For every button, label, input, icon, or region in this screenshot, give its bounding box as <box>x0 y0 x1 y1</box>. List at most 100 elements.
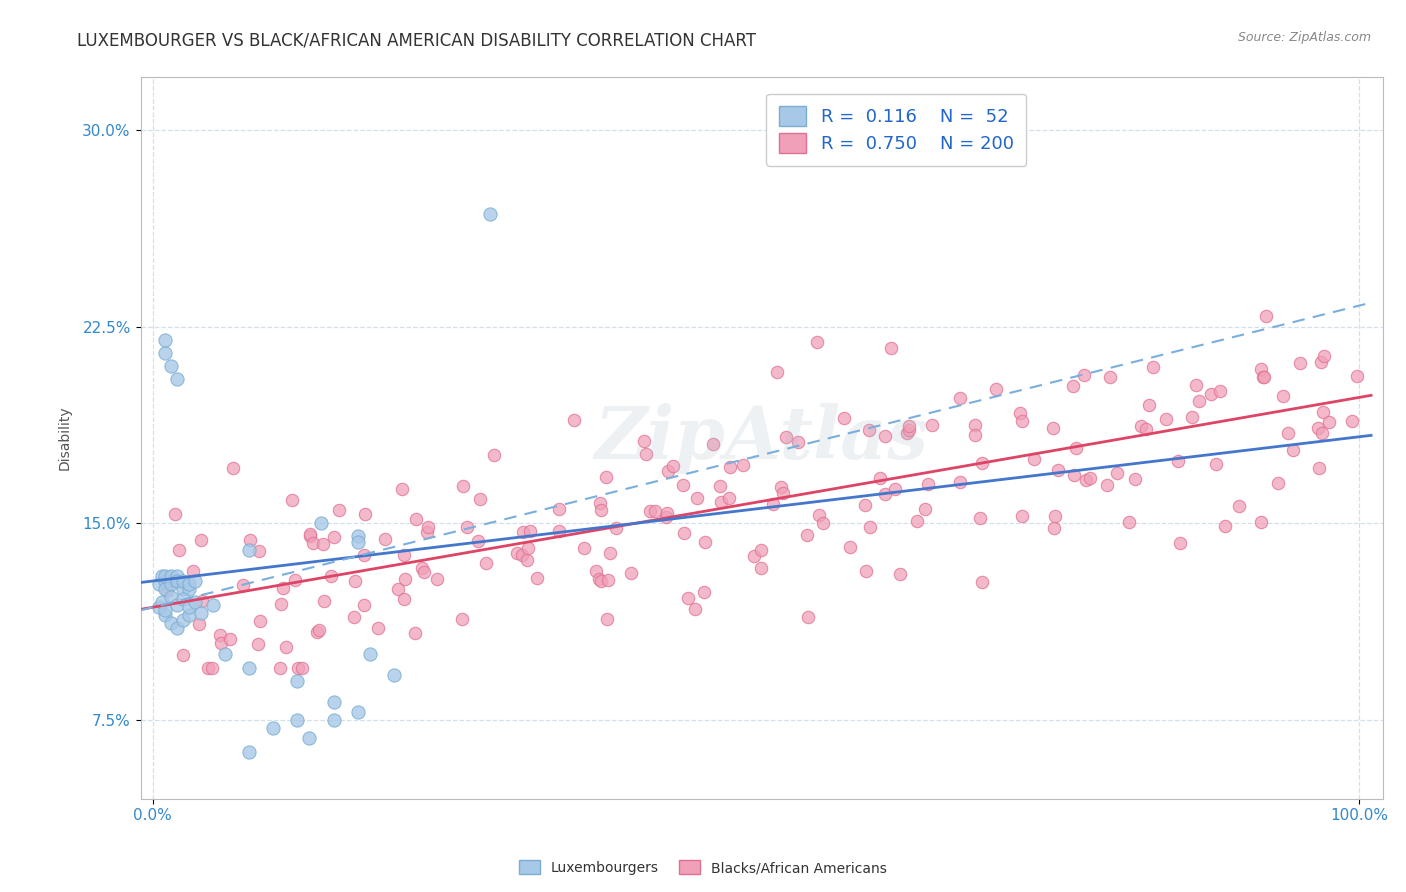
Point <box>322 713 344 727</box>
Point <box>1188 393 1211 408</box>
Point <box>312 537 335 551</box>
Y-axis label: Disability: Disability <box>58 406 72 470</box>
Point <box>247 544 270 558</box>
Point <box>172 574 194 588</box>
Point <box>308 624 330 638</box>
Point <box>426 573 449 587</box>
Point <box>1022 452 1045 467</box>
Point <box>359 648 381 662</box>
Point <box>572 541 595 555</box>
Point <box>1346 369 1368 384</box>
Point <box>190 593 212 607</box>
Point <box>1227 500 1250 514</box>
Point <box>159 576 181 591</box>
Point <box>1078 471 1101 485</box>
Point <box>1277 426 1299 441</box>
Point <box>683 601 706 615</box>
Point <box>165 508 187 522</box>
Point <box>184 574 207 588</box>
Point <box>239 533 262 548</box>
Point <box>382 668 405 682</box>
Point <box>1213 519 1236 533</box>
Point <box>897 423 920 437</box>
Legend: Luxembourgers, Blacks/African Americans: Luxembourgers, Blacks/African Americans <box>513 855 893 880</box>
Point <box>813 516 835 530</box>
Point <box>482 449 505 463</box>
Point <box>766 365 789 379</box>
Point <box>190 606 212 620</box>
Point <box>343 609 366 624</box>
Point <box>786 434 808 449</box>
Legend: R =  0.116    N =  52, R =  0.750    N = 200: R = 0.116 N = 52, R = 0.750 N = 200 <box>766 94 1026 166</box>
Point <box>517 541 540 556</box>
Point <box>1251 369 1274 384</box>
Point <box>148 576 170 591</box>
Point <box>319 569 342 583</box>
Point <box>214 648 236 662</box>
Point <box>201 660 224 674</box>
Point <box>672 477 695 491</box>
Point <box>1289 356 1312 370</box>
Point <box>238 660 260 674</box>
Point <box>172 648 194 662</box>
Point <box>1011 414 1033 428</box>
Point <box>1043 509 1066 524</box>
Point <box>150 595 173 609</box>
Point <box>311 516 333 531</box>
Point <box>155 584 177 599</box>
Point <box>269 660 291 674</box>
Point <box>710 495 733 509</box>
Point <box>153 608 176 623</box>
Point <box>963 428 986 442</box>
Point <box>177 600 200 615</box>
Point <box>467 533 489 548</box>
Point <box>153 582 176 596</box>
Point <box>807 508 830 522</box>
Point <box>796 609 818 624</box>
Point <box>1064 441 1087 455</box>
Point <box>1209 384 1232 398</box>
Point <box>305 624 328 639</box>
Point <box>1250 516 1272 530</box>
Point <box>322 529 344 543</box>
Point <box>1282 443 1305 458</box>
Point <box>1199 387 1222 401</box>
Point <box>354 507 377 521</box>
Point <box>1254 309 1277 323</box>
Point <box>328 503 350 517</box>
Point <box>1142 360 1164 375</box>
Point <box>166 569 188 583</box>
Point <box>869 471 891 485</box>
Point <box>547 524 569 538</box>
Point <box>963 417 986 432</box>
Point <box>657 464 679 478</box>
Point <box>479 207 502 221</box>
Point <box>516 552 538 566</box>
Point <box>1308 460 1330 475</box>
Point <box>172 592 194 607</box>
Point <box>353 599 375 613</box>
Point <box>184 595 207 609</box>
Point <box>1310 425 1333 440</box>
Point <box>598 573 620 587</box>
Point <box>1306 421 1329 435</box>
Point <box>506 546 529 560</box>
Point <box>190 533 212 547</box>
Point <box>221 461 243 475</box>
Point <box>702 437 724 451</box>
Point <box>693 585 716 599</box>
Point <box>159 569 181 583</box>
Point <box>1313 349 1336 363</box>
Point <box>1097 478 1119 492</box>
Point <box>387 582 409 596</box>
Point <box>312 594 335 608</box>
Point <box>159 359 181 373</box>
Point <box>159 590 181 604</box>
Point <box>1063 467 1085 482</box>
Point <box>153 569 176 583</box>
Point <box>322 695 344 709</box>
Point <box>1168 536 1191 550</box>
Text: LUXEMBOURGER VS BLACK/AFRICAN AMERICAN DISABILITY CORRELATION CHART: LUXEMBOURGER VS BLACK/AFRICAN AMERICAN D… <box>77 31 756 49</box>
Point <box>411 561 433 575</box>
Point <box>188 616 211 631</box>
